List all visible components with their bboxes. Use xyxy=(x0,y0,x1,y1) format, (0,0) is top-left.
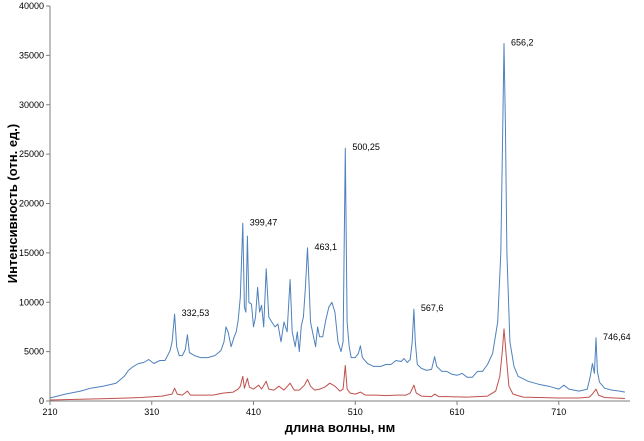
series-line-1 xyxy=(49,43,625,399)
y-axis-title: Интенсивность (отн. ед.) xyxy=(5,124,20,284)
x-tick-label: 610 xyxy=(450,407,465,417)
axes: 0 5000 10000 15000 20000 25000 30000 35000 40000… xyxy=(19,1,630,417)
y-tick-label: 40000 xyxy=(19,1,44,11)
y-tick-label: 0 xyxy=(39,396,44,406)
x-tick-label: 310 xyxy=(144,407,159,417)
x-tick-label: 410 xyxy=(246,407,261,417)
peak-label: 656,2 xyxy=(511,38,534,48)
peak-label: 746,64 xyxy=(603,332,631,342)
x-axis-title: длина волны, нм xyxy=(285,420,396,435)
peak-label: 500,25 xyxy=(352,142,380,152)
y-tick-label: 5000 xyxy=(24,347,44,357)
peak-label: 567,6 xyxy=(421,303,444,313)
plot-area xyxy=(49,43,625,401)
y-tick-label: 15000 xyxy=(19,248,44,258)
series-line-2 xyxy=(49,328,625,401)
y-tick-label: 30000 xyxy=(19,100,44,110)
x-tick-label: 210 xyxy=(42,407,57,417)
y-tick-label: 35000 xyxy=(19,50,44,60)
x-tick-label: 710 xyxy=(551,407,566,417)
peak-label: 332,53 xyxy=(182,308,210,318)
x-tick-label: 510 xyxy=(348,407,363,417)
y-tick-label: 20000 xyxy=(19,199,44,209)
y-tick-label: 10000 xyxy=(19,297,44,307)
peak-label: 463,1 xyxy=(315,242,338,252)
y-tick-label: 25000 xyxy=(19,149,44,159)
peak-labels: 332,53 399,47 463,1 500,25 567,6 656,2 746,64 xyxy=(182,38,631,342)
peak-label: 399,47 xyxy=(250,217,278,227)
